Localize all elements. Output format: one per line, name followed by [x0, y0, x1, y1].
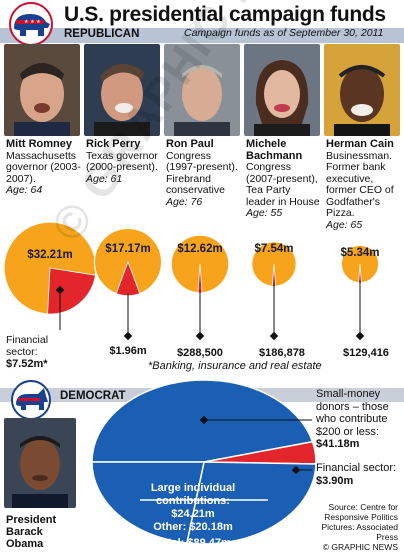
financial-value-label-2: $1.96m: [109, 345, 147, 357]
candidate-bachmann: Michele Bachmann Congress (2007-present)…: [246, 138, 322, 220]
small-money-value: $41.18m: [316, 438, 360, 450]
candidate-bio: Congress (2007-present), Tea Party leade…: [246, 161, 320, 208]
photo-bachmann: [244, 44, 320, 136]
page-title: U.S. presidential campaign funds: [64, 3, 386, 26]
leader-dot-5: [355, 331, 365, 341]
dem-total-value: Total: $89.47m: [155, 537, 231, 549]
small-money-text: Small-money donors – those who contribut…: [316, 388, 389, 438]
photo-perry: [84, 44, 160, 136]
dem-financial-value: $3.90m: [316, 474, 354, 487]
democrat-label: DEMOCRAT: [60, 390, 126, 402]
dem-inner-labels: Large individual contributions: $24.21m …: [118, 482, 268, 550]
candidate-perry: Rick Perry Texas governor (2000-present)…: [86, 138, 166, 185]
donkey-icon: [11, 380, 51, 420]
other-value: $20.18m: [189, 521, 233, 533]
source-line2: Responsive Politics: [324, 512, 398, 522]
candidate-age: Age: 55: [246, 207, 283, 219]
leader-dot-1: [55, 285, 65, 295]
photo-cain: [324, 44, 400, 136]
other-text: Other:: [153, 521, 187, 533]
candidate-name: Rick Perry: [86, 138, 141, 150]
democrat-pie-chart: [91, 380, 317, 545]
source-line4: © GRAPHIC NEWS: [322, 542, 398, 552]
svg-text:★ ★ ★: ★ ★ ★: [24, 19, 41, 25]
candidate-name: Ron Paul: [166, 138, 214, 150]
romney-financial-label: Financial sector: $7.52m*: [6, 334, 76, 370]
leader-dot-3: [195, 331, 205, 341]
republican-bubble-chart: $32.21m $17.17m $1.96m $12.62m $288,500 $7.54…: [3, 221, 389, 359]
candidate-paul: Ron Paul Congress (1997-present). Firebr…: [166, 138, 242, 208]
slice-other: [91, 461, 205, 544]
financial-wedge-1: [47, 267, 96, 315]
republican-band: [0, 28, 404, 43]
source-credit: Source: Centre for Responsive Politics P…: [300, 502, 398, 552]
candidate-age: Age: 64: [6, 184, 43, 196]
subtitle: Campaign funds as of September 30, 2011: [184, 27, 384, 39]
candidate-name: Herman Cain: [326, 138, 394, 150]
large-contrib-text: Large individual contributions:: [150, 482, 236, 507]
large-contrib-value: $24.21m: [171, 508, 215, 520]
fund-total-label-2: $17.17m: [105, 243, 150, 255]
republican-label: REPUBLICAN: [64, 28, 140, 40]
fund-total-label-4: $7.54m: [254, 243, 293, 255]
candidate-cain: Herman Cain Businessman. Former bank exe…: [326, 138, 402, 231]
candidate-bio: Businessman. Former bank executive, form…: [326, 149, 394, 219]
leader-dot-2: [123, 331, 133, 341]
financial-value-label-3: $288,500: [177, 347, 223, 359]
photo-obama: [4, 418, 76, 508]
source-line3: Pictures: Associated Press: [321, 522, 398, 542]
leader-dot-4: [269, 331, 279, 341]
other-line: Other: $20.18m: [118, 521, 268, 534]
slice-large-contrib: [185, 461, 317, 545]
dem-financial-text: Financial sector:: [316, 462, 397, 474]
candidate-age: Age: 76: [166, 195, 203, 208]
financial-value-label-4: $186,878: [259, 347, 305, 359]
candidate-age: Age: 65: [326, 218, 363, 231]
fund-total-label-5: $5.34m: [340, 247, 379, 259]
financial-prefix: Financial sector:: [6, 334, 49, 358]
source-line1: Source: Centre for: [328, 502, 398, 512]
dem-leader-dot-small-money: [199, 415, 209, 425]
fund-total-label-1: $32.21m: [27, 249, 72, 261]
candidate-bio: Texas governor (2000-present).: [86, 149, 158, 173]
dem-financial-label: Financial sector: $3.90m: [316, 462, 402, 487]
candidate-bio: Massachusetts governor (2003-2007).: [6, 149, 81, 185]
fund-total-label-3: $12.62m: [177, 243, 222, 255]
photo-romney: [4, 44, 80, 136]
candidate-romney: Mitt Romney Massachusetts governor (2003…: [6, 138, 90, 197]
photo-paul: [164, 44, 240, 136]
footnote: *Banking, insurance and real estate: [148, 360, 322, 372]
candidate-name: Mitt Romney: [6, 138, 72, 150]
small-money-label: Small-money donors – those who contribut…: [316, 388, 402, 451]
romney-financial-value: $7.52m*: [6, 358, 48, 370]
candidate-name: Michele Bachmann: [246, 138, 303, 162]
dem-leader-dot-financial: [291, 465, 301, 475]
financial-value-label-5: $129,416: [343, 347, 389, 359]
candidate-age: Age: 61: [86, 172, 123, 185]
candidate-bio: Congress (1997-present). Firebrand conse…: [166, 149, 238, 196]
